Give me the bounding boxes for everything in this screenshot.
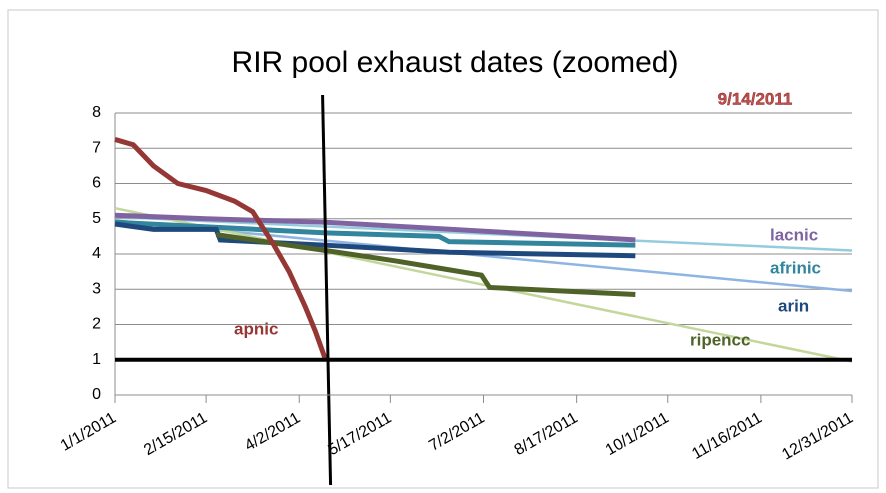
- chart-frame: [7, 9, 879, 489]
- y-tick-label: 4: [92, 245, 101, 262]
- y-tick-label: 0: [92, 386, 101, 403]
- chart-title: RIR pool exhaust dates (zoomed): [232, 46, 679, 79]
- series-label: arin: [778, 296, 809, 315]
- y-tick-label: 2: [92, 316, 101, 333]
- series-line: [215, 232, 636, 298]
- y-tick-label: 3: [92, 280, 101, 297]
- series-line: [114, 206, 853, 363]
- series-line: [114, 219, 636, 248]
- series-label: apnic: [234, 319, 278, 338]
- y-tick-label: 6: [92, 175, 101, 192]
- series-label: lacnic: [770, 225, 818, 244]
- series-line: [114, 221, 636, 259]
- y-tick-label: 8: [92, 104, 101, 121]
- series-line: [114, 137, 328, 361]
- series-line: [114, 215, 853, 252]
- series-label: afrinic: [770, 258, 821, 277]
- series-line: [114, 219, 853, 293]
- series-label: ripencc: [690, 330, 750, 349]
- annotation: 9/14/2011: [718, 89, 793, 108]
- y-tick-label: 1: [92, 351, 101, 368]
- y-tick-label: 5: [92, 210, 101, 227]
- reference-line: [321, 94, 333, 486]
- y-tick-label: 7: [92, 139, 101, 156]
